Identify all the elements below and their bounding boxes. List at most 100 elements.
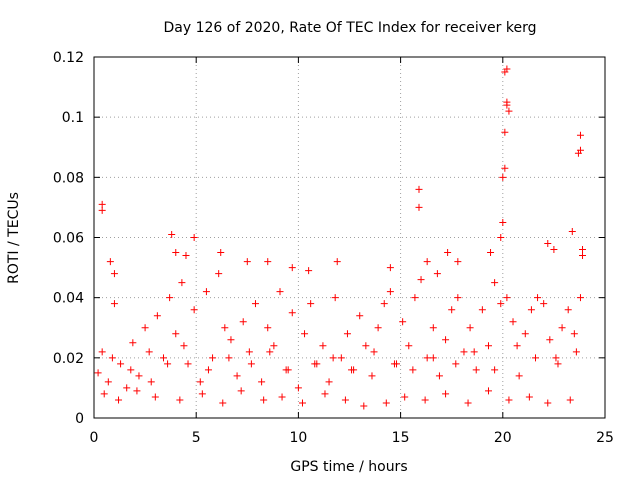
data-point	[311, 360, 319, 368]
data-point	[190, 306, 198, 314]
data-point	[108, 354, 116, 362]
data-point	[176, 396, 184, 404]
data-point	[301, 330, 309, 338]
data-point	[356, 312, 364, 320]
y-tick-label: 0.04	[53, 291, 84, 307]
chart-title: Day 126 of 2020, Rate Of TEC Index for r…	[164, 20, 537, 36]
data-point	[534, 294, 542, 302]
data-point	[454, 258, 462, 266]
data-point	[382, 399, 390, 407]
y-tick-label: 0	[75, 411, 84, 427]
data-point	[484, 387, 492, 395]
data-point	[264, 324, 272, 332]
data-point	[576, 131, 584, 139]
data-point	[491, 279, 499, 287]
data-point	[147, 378, 155, 386]
data-point	[202, 288, 210, 296]
data-point	[444, 249, 452, 257]
x-tick-label: 5	[192, 430, 201, 446]
data-point	[245, 348, 253, 356]
x-tick-label: 15	[392, 430, 410, 446]
data-point	[452, 360, 460, 368]
data-point	[225, 354, 233, 362]
data-point	[552, 354, 560, 362]
data-point	[501, 68, 509, 76]
data-point	[180, 342, 188, 350]
data-point	[98, 206, 106, 214]
data-point	[337, 354, 345, 362]
data-point	[237, 387, 245, 395]
data-point	[284, 366, 292, 374]
data-point	[145, 348, 153, 356]
data-point	[110, 300, 118, 308]
data-point	[544, 240, 552, 248]
data-point	[123, 384, 131, 392]
y-tick-label: 0.12	[53, 50, 84, 66]
data-point	[243, 258, 251, 266]
data-point	[94, 369, 102, 377]
data-point	[484, 342, 492, 350]
data-point	[550, 246, 558, 254]
data-point	[380, 300, 388, 308]
data-point	[497, 234, 505, 241]
data-point	[227, 336, 235, 344]
data-point	[321, 390, 329, 398]
data-point	[329, 354, 337, 362]
data-point	[576, 294, 584, 302]
data-point	[141, 324, 149, 332]
data-point	[135, 372, 143, 380]
y-tick-label: 0.06	[53, 231, 84, 247]
data-point	[190, 234, 198, 241]
data-point	[258, 378, 266, 386]
data-point	[423, 354, 431, 362]
data-point	[288, 309, 296, 317]
x-tick-label: 20	[494, 430, 512, 446]
data-point	[115, 396, 123, 404]
data-point	[294, 384, 302, 392]
data-point	[368, 372, 376, 380]
data-point	[127, 366, 135, 374]
data-point	[409, 366, 417, 374]
data-point	[247, 360, 255, 368]
data-point	[390, 360, 398, 368]
data-point	[576, 146, 584, 154]
data-point	[470, 348, 478, 356]
data-point	[221, 324, 229, 332]
data-point	[172, 330, 180, 338]
data-point	[217, 249, 225, 257]
data-point	[487, 249, 495, 257]
data-point	[166, 294, 174, 302]
data-point	[386, 264, 394, 272]
data-point	[399, 318, 407, 326]
y-tick-label: 0.02	[53, 351, 84, 367]
data-point	[106, 258, 114, 266]
data-point	[331, 294, 339, 302]
data-point	[503, 98, 511, 106]
data-point	[133, 387, 141, 395]
data-point	[168, 230, 176, 238]
data-point	[558, 324, 566, 332]
data-point	[204, 366, 212, 374]
data-point	[370, 348, 378, 356]
data-point	[411, 294, 419, 302]
x-tick-label: 10	[289, 430, 307, 446]
data-point	[239, 318, 247, 326]
data-point	[464, 399, 472, 407]
data-point	[348, 366, 356, 374]
data-point	[276, 288, 284, 296]
data-point	[566, 396, 574, 404]
data-point	[104, 378, 112, 386]
data-point	[305, 267, 313, 275]
y-axis-label: ROTI / TECUs	[6, 192, 22, 284]
data-point	[196, 378, 204, 386]
data-point	[505, 396, 513, 404]
data-point	[362, 342, 370, 350]
data-point	[472, 366, 480, 374]
data-point	[341, 396, 349, 404]
data-point	[278, 393, 286, 401]
data-point	[429, 354, 437, 362]
data-point	[499, 173, 507, 181]
data-point	[260, 396, 268, 404]
data-point	[521, 330, 529, 338]
data-point	[579, 246, 587, 254]
